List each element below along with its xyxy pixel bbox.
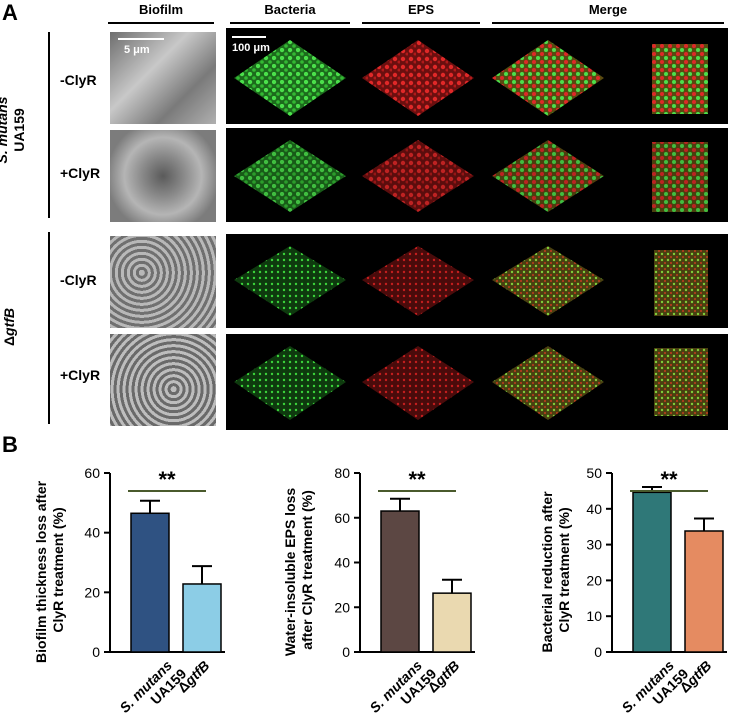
col-header-underline (492, 22, 724, 24)
y-tick-label: 40 (84, 525, 100, 541)
y-tick-label: 40 (334, 555, 350, 571)
x-tick-label-ua159: S. mutans UA159 (116, 654, 189, 727)
y-axis-label: Water-insoluble EPS loss after ClyR trea… (282, 484, 315, 656)
bacteria-render (234, 346, 346, 420)
col-header-bacteria: Bacteria (264, 2, 316, 17)
eps-render (362, 346, 474, 420)
eps-render (362, 140, 474, 212)
error-bar (140, 499, 160, 514)
row-label-minus-clyr: -ClyR (60, 72, 97, 88)
merge-render (492, 246, 604, 316)
strain-bracket (48, 232, 50, 424)
row-label-plus-clyr: +ClyR (60, 165, 101, 181)
y-tick-label: 0 (342, 644, 350, 660)
col-header-merge: Merge (588, 2, 628, 17)
merge-topview (652, 142, 708, 212)
scalebar (232, 36, 266, 38)
col-header-underline (230, 22, 350, 24)
eps-render (362, 246, 474, 316)
strain-bracket (48, 32, 50, 218)
y-ticks: 0 20 40 60 80 (334, 465, 360, 660)
y-tick-label: 60 (334, 510, 350, 526)
sem-image (110, 130, 216, 222)
merge-topview (654, 250, 708, 316)
bar-ua159 (130, 512, 170, 653)
confocal-renders (234, 40, 708, 420)
y-tick-label: 50 (586, 465, 602, 481)
chart-3: Bacterial reduction after ClyR treatment… (539, 465, 727, 727)
scalebar-label: 5 μm (124, 44, 150, 56)
bar-gtfb (182, 583, 222, 653)
y-tick-label: 40 (586, 501, 602, 517)
significance-mark: ** (158, 467, 176, 492)
row-label-minus-clyr: -ClyR (60, 272, 97, 288)
col-header-underline (362, 22, 480, 24)
merge-render (492, 140, 604, 212)
y-ticks: 0 20 40 60 (84, 465, 110, 660)
error-bar (442, 578, 462, 594)
panel-a-letter: A (2, 0, 18, 25)
col-header-eps: EPS (407, 2, 434, 17)
panel-b-letter: B (2, 432, 18, 457)
y-ticks: 0 10 20 30 40 50 (586, 465, 612, 660)
y-tick-label: 0 (594, 644, 602, 660)
y-tick-label: 60 (84, 465, 100, 481)
y-tick-label: 20 (84, 584, 100, 600)
bar-charts: Biofilm thickness loss after ClyR treatm… (33, 465, 727, 727)
error-bar (694, 517, 714, 531)
y-tick-label: 20 (586, 572, 602, 588)
bar-ua159 (632, 491, 672, 653)
y-axis-label: Biofilm thickness loss after ClyR treatm… (33, 477, 66, 663)
y-tick-label: 30 (586, 537, 602, 553)
significance-mark: ** (408, 467, 426, 492)
bar-gtfb (432, 592, 472, 653)
y-tick-label: 0 (92, 644, 100, 660)
merge-topview (652, 44, 708, 114)
bacteria-render (234, 40, 346, 116)
row-label-plus-clyr: +ClyR (60, 367, 101, 383)
chart-1: Biofilm thickness loss after ClyR treatm… (33, 465, 225, 727)
sem-image: 5 μm (110, 32, 216, 124)
sem-image (110, 334, 216, 426)
y-tick-label: 80 (334, 465, 350, 481)
y-tick-label: 10 (586, 608, 602, 624)
x-tick-label-ua159: S. mutans UA159 (366, 654, 439, 727)
merge-render (492, 346, 604, 420)
error-bar (390, 497, 410, 512)
sem-image (110, 236, 216, 328)
bar-ua159 (380, 510, 420, 653)
bacteria-render (234, 140, 346, 212)
bar-gtfb (684, 530, 724, 653)
y-axis-label: Bacterial reduction after ClyR treatment… (539, 488, 572, 653)
scalebar-label: 100 μm (232, 42, 270, 54)
eps-render (362, 40, 474, 116)
bacteria-render (234, 246, 346, 316)
merge-render (492, 40, 604, 116)
col-header-biofilm: Biofilm (138, 2, 184, 17)
x-tick-label-ua159: S. mutans UA159 (618, 654, 691, 727)
scalebar (118, 38, 164, 40)
chart-2: Water-insoluble EPS loss after ClyR trea… (282, 465, 475, 727)
error-bar (192, 565, 212, 584)
y-tick-label: 20 (334, 599, 350, 615)
significance-mark: ** (660, 467, 678, 492)
col-header-underline (108, 22, 214, 24)
merge-topview (654, 348, 708, 416)
